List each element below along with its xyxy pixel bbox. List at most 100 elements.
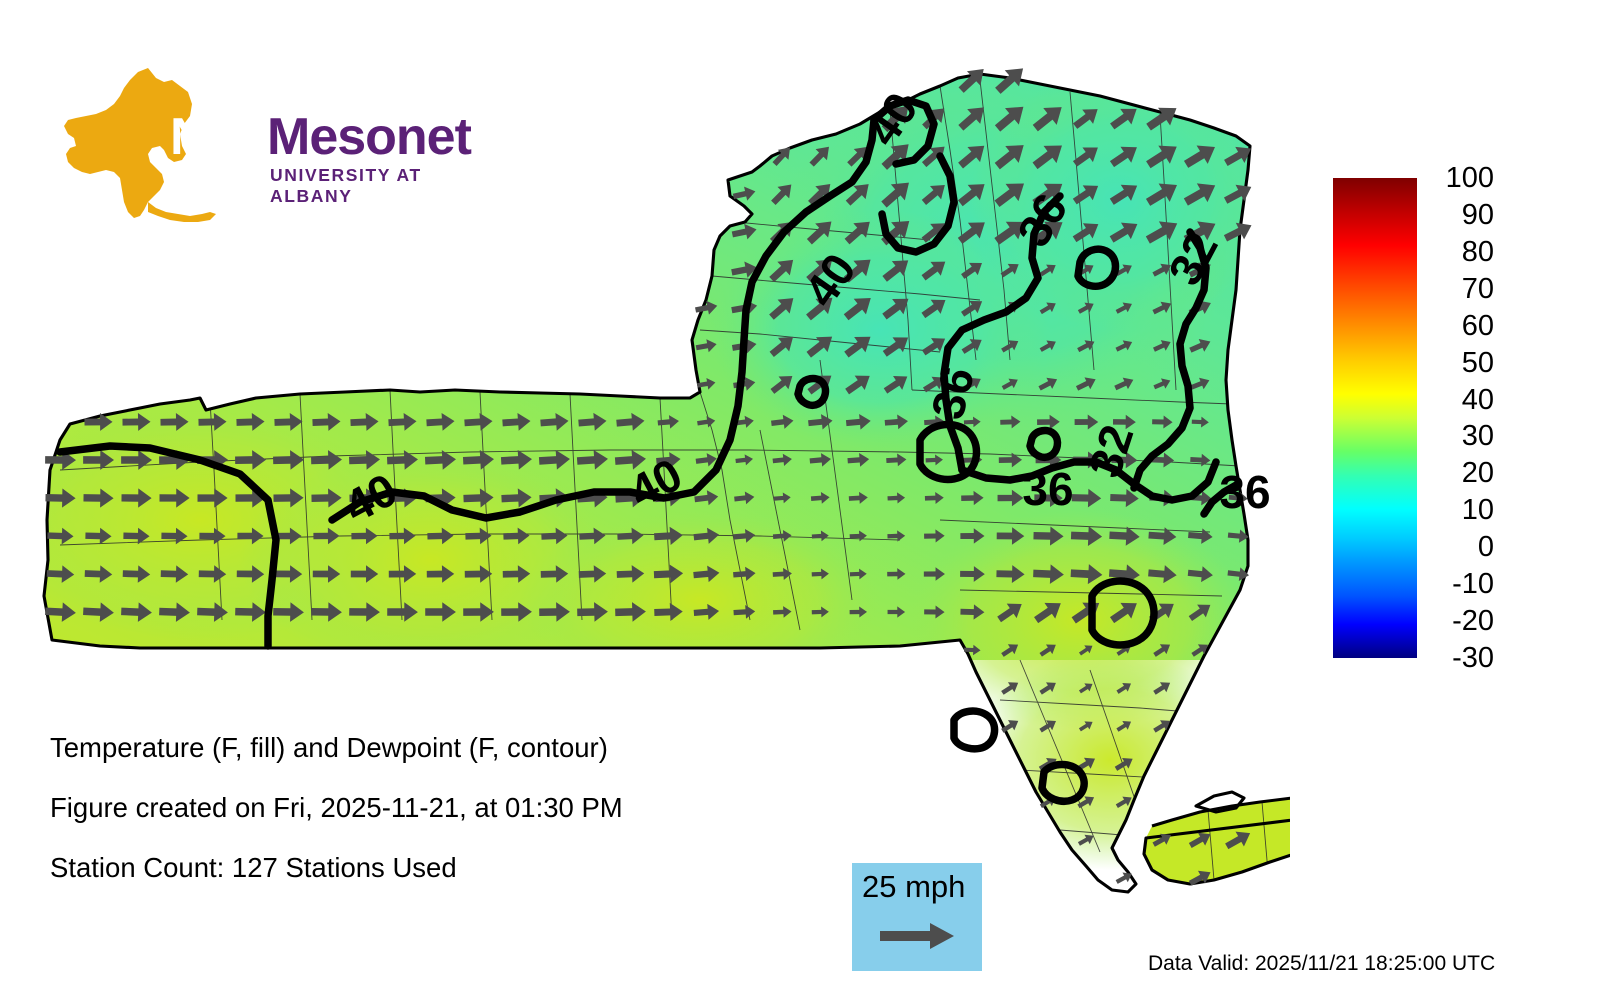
wind-arrow — [273, 450, 305, 470]
colorbar-tick-minus30: -30 — [1452, 642, 1494, 674]
wind-arrow — [693, 527, 720, 544]
wind-arrow — [85, 527, 112, 545]
wind-arrow — [1071, 488, 1102, 508]
wind-arrow — [994, 183, 1025, 208]
wind-arrow — [236, 565, 265, 583]
wind-legend-label: 25 mph — [862, 869, 966, 904]
wind-arrow — [845, 375, 870, 395]
wind-arrow — [311, 602, 342, 622]
wind-arrow — [159, 488, 190, 508]
wind-arrow — [1039, 340, 1056, 352]
caption-station-count: Station Count: 127 Stations Used — [50, 852, 457, 883]
wind-arrow — [769, 336, 794, 358]
wind-arrow — [121, 602, 152, 622]
wind-arrow — [887, 568, 906, 580]
colorbar-tick-minus20: -20 — [1452, 605, 1494, 638]
wind-arrow — [1001, 720, 1019, 733]
wind-arrow — [274, 413, 303, 431]
wind-arrow — [502, 565, 531, 583]
colorbar-tick-50: 50 — [1461, 346, 1494, 379]
wind-arrow — [693, 565, 720, 583]
wind-arrow — [882, 298, 909, 320]
wind-arrow — [806, 336, 833, 358]
wind-arrow — [1109, 184, 1138, 205]
wind-arrow — [1000, 415, 1021, 429]
wind-arrow — [160, 565, 189, 583]
wind-arrow — [883, 375, 908, 394]
wind-arrow — [849, 568, 867, 580]
wind-arrow — [84, 413, 113, 431]
wind-arrow — [1109, 222, 1138, 243]
wind-arrow — [773, 492, 791, 504]
wind-arrow — [960, 566, 985, 582]
wind-arrow — [733, 605, 756, 619]
wind-arrow — [1075, 377, 1096, 391]
wind-arrow — [847, 146, 868, 167]
wind-arrow — [1110, 489, 1139, 508]
wind-arrow — [881, 144, 909, 170]
wind-arrow — [732, 186, 756, 201]
wind-arrow — [1225, 831, 1251, 850]
wind-arrow — [616, 565, 645, 583]
wind-arrow — [1001, 378, 1018, 390]
wind-arrow — [501, 488, 532, 508]
wind-arrow — [1078, 683, 1093, 694]
wind-arrow — [1191, 644, 1208, 657]
wind-arrow — [1146, 145, 1177, 169]
wind-arrow — [1078, 721, 1093, 732]
wind-arrow — [1190, 453, 1211, 467]
wind-arrow — [500, 450, 532, 470]
wind-arrow — [197, 488, 228, 508]
caption-created: Figure created on Fri, 2025-11-21, at 01… — [50, 792, 623, 823]
wind-arrow — [884, 414, 908, 430]
wind-arrow — [808, 183, 831, 206]
wind-arrow — [1116, 721, 1132, 732]
wind-arrow — [199, 527, 226, 545]
logo-text-university: UNIVERSITY AT ALBANY — [270, 165, 422, 206]
wind-arrow — [771, 184, 792, 206]
wind-arrow — [122, 565, 151, 583]
wind-arrow — [236, 413, 265, 431]
wind-arrow — [997, 489, 1024, 507]
wind-arrow — [1146, 107, 1177, 131]
wind-arrow — [1032, 183, 1063, 207]
wind-arrow — [844, 221, 870, 245]
wind-arrow — [1114, 757, 1133, 771]
wind-arrow — [540, 565, 569, 583]
wind-arrow — [1188, 490, 1212, 506]
wind-arrow — [121, 450, 153, 470]
wind-arrow — [1145, 183, 1177, 206]
wind-arrow — [995, 68, 1024, 94]
wind-arrow — [350, 412, 379, 431]
wind-arrow — [122, 413, 151, 431]
wind-arrow — [771, 414, 794, 429]
wind-arrow — [46, 565, 75, 583]
colorbar-tick-10: 10 — [1461, 494, 1494, 527]
colorbar-tick-20: 20 — [1461, 457, 1494, 490]
wind-arrow — [1072, 147, 1098, 167]
wind-arrow — [921, 223, 946, 243]
wind-arrow — [1115, 872, 1132, 884]
wind-arrow — [1183, 183, 1216, 206]
wind-arrow — [464, 565, 493, 583]
wind-arrow — [84, 565, 113, 583]
colorbar-tick-80: 80 — [1461, 235, 1494, 268]
wind-arrow — [811, 606, 829, 618]
wind-arrow — [997, 603, 1022, 623]
wind-arrow — [198, 565, 227, 583]
wind-arrow — [1224, 146, 1252, 167]
wind-arrow — [1039, 682, 1056, 695]
wind-arrow — [273, 488, 304, 508]
wind-arrow — [653, 564, 684, 584]
wind-arrow — [731, 223, 757, 240]
map-canvas: 40 40 36 32 36 32 40 40 36 36 — [42, 68, 1290, 894]
temperature-colorbar — [1333, 178, 1417, 658]
wind-arrow — [578, 412, 607, 431]
wind-arrow — [881, 182, 909, 208]
wind-arrow — [806, 221, 832, 245]
wind-arrow — [1227, 567, 1250, 581]
wind-arrow — [578, 565, 607, 583]
wind-arrow — [424, 450, 456, 470]
data-valid-timestamp: Data Valid: 2025/11/21 18:25:00 UTC — [1148, 952, 1496, 975]
